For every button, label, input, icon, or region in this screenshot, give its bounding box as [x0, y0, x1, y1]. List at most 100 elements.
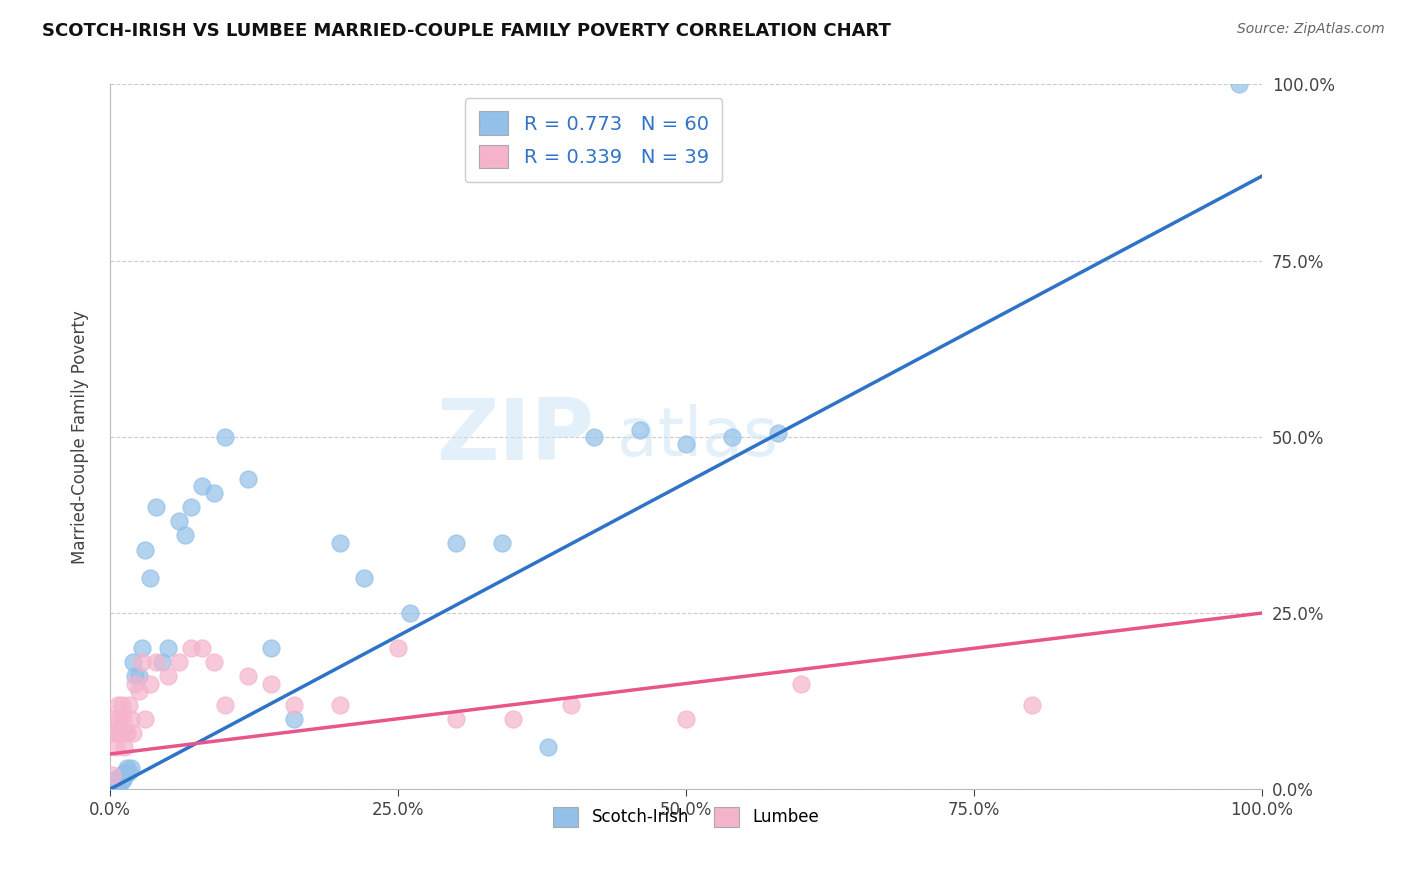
Point [112, 739, 135, 754]
Point [107, 775, 129, 789]
Point [104, 779, 127, 793]
Point [260, 641, 283, 656]
Point [108, 712, 131, 726]
Point [238, 472, 260, 486]
Point [329, 535, 352, 549]
Point [156, 669, 179, 683]
Point [104, 773, 127, 788]
Point [107, 772, 129, 786]
Point [191, 479, 214, 493]
Point [139, 676, 162, 690]
Point [790, 676, 813, 690]
Point [111, 712, 134, 726]
Point [766, 426, 789, 441]
Point [104, 775, 127, 789]
Point [560, 698, 582, 712]
Point [202, 656, 225, 670]
Point [124, 676, 146, 690]
Text: SCOTCH-IRISH VS LUMBEE MARRIED-COUPLE FAMILY POVERTY CORRELATION CHART: SCOTCH-IRISH VS LUMBEE MARRIED-COUPLE FA… [42, 22, 891, 40]
Point [104, 772, 127, 786]
Point [108, 772, 131, 786]
Text: Source: ZipAtlas.com: Source: ZipAtlas.com [1237, 22, 1385, 37]
Point [107, 698, 129, 712]
Point [117, 761, 139, 775]
Point [1227, 78, 1250, 92]
Point [100, 779, 122, 793]
Point [444, 535, 467, 549]
Point [110, 775, 132, 789]
Point [491, 535, 513, 549]
Point [103, 726, 125, 740]
Point [191, 641, 214, 656]
Text: atlas: atlas [617, 404, 778, 470]
Point [145, 500, 167, 515]
Point [675, 437, 697, 451]
Point [444, 712, 467, 726]
Point [128, 683, 150, 698]
Point [502, 712, 524, 726]
Point [104, 712, 127, 726]
Point [105, 776, 128, 790]
Point [150, 656, 173, 670]
Point [721, 430, 744, 444]
Point [110, 770, 132, 784]
Point [114, 768, 136, 782]
Point [101, 768, 124, 782]
Point [112, 770, 135, 784]
Point [131, 656, 153, 670]
Point [111, 766, 134, 780]
Point [353, 571, 375, 585]
Point [387, 641, 409, 656]
Point [214, 430, 236, 444]
Point [103, 779, 125, 793]
Point [167, 515, 190, 529]
Point [134, 542, 156, 557]
Point [110, 726, 132, 740]
Point [180, 500, 202, 515]
Point [167, 656, 190, 670]
Point [202, 486, 225, 500]
Point [128, 669, 150, 683]
Point [105, 726, 128, 740]
Legend: Scotch-Irish, Lumbee: Scotch-Irish, Lumbee [547, 800, 825, 834]
Point [104, 739, 127, 754]
Point [104, 776, 127, 790]
Point [122, 726, 145, 740]
Point [238, 669, 260, 683]
Point [628, 423, 651, 437]
Point [117, 698, 139, 712]
Point [108, 776, 131, 790]
Point [117, 726, 139, 740]
Point [329, 698, 352, 712]
Point [582, 430, 605, 444]
Point [131, 641, 153, 656]
Point [111, 772, 134, 786]
Point [101, 776, 124, 790]
Point [675, 712, 697, 726]
Point [105, 773, 128, 788]
Text: ZIP: ZIP [436, 395, 593, 478]
Point [114, 726, 136, 740]
Point [283, 698, 305, 712]
Point [110, 698, 132, 712]
Y-axis label: Married-Couple Family Poverty: Married-Couple Family Poverty [72, 310, 89, 564]
Point [260, 676, 283, 690]
Point [537, 739, 560, 754]
Point [145, 656, 167, 670]
Point [156, 641, 179, 656]
Point [180, 641, 202, 656]
Point [124, 669, 146, 683]
Point [122, 656, 145, 670]
Point [107, 779, 129, 793]
Point [110, 773, 132, 788]
Point [117, 764, 139, 779]
Point [1021, 698, 1043, 712]
Point [174, 528, 197, 542]
Point [134, 712, 156, 726]
Point [120, 712, 142, 726]
Point [120, 761, 142, 775]
Point [283, 712, 305, 726]
Point [139, 571, 162, 585]
Point [110, 768, 132, 782]
Point [114, 764, 136, 779]
